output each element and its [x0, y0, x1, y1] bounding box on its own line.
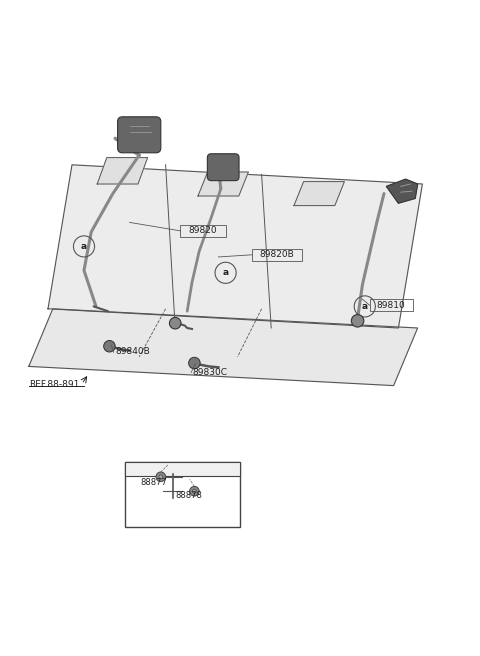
Bar [125, 462, 240, 476]
Polygon shape [29, 309, 418, 386]
Text: REF.88-891: REF.88-891 [29, 380, 79, 388]
Polygon shape [294, 182, 345, 205]
Polygon shape [198, 172, 249, 196]
Text: 89810: 89810 [377, 300, 406, 310]
Text: a: a [131, 464, 136, 474]
Circle shape [189, 358, 200, 369]
Text: a: a [223, 268, 228, 277]
Bar [370, 299, 413, 311]
FancyBboxPatch shape [118, 117, 161, 153]
Bar [125, 462, 240, 527]
Circle shape [190, 486, 199, 496]
Text: 89840B: 89840B [115, 348, 150, 356]
Bar [180, 225, 226, 237]
Text: 88877: 88877 [140, 478, 167, 487]
Polygon shape [48, 165, 422, 328]
Text: 89820: 89820 [188, 226, 217, 236]
Text: 89830C: 89830C [192, 367, 227, 377]
Polygon shape [97, 157, 148, 184]
FancyBboxPatch shape [207, 154, 239, 180]
Text: 88878: 88878 [175, 491, 202, 499]
Text: 89820B: 89820B [260, 251, 294, 259]
Circle shape [159, 475, 163, 479]
Circle shape [169, 318, 181, 329]
Circle shape [156, 472, 166, 482]
Polygon shape [386, 179, 418, 203]
Circle shape [351, 315, 364, 327]
Circle shape [104, 340, 115, 352]
Text: a: a [81, 242, 87, 251]
Text: a: a [362, 302, 368, 311]
Circle shape [192, 489, 196, 493]
Bar [252, 249, 302, 261]
